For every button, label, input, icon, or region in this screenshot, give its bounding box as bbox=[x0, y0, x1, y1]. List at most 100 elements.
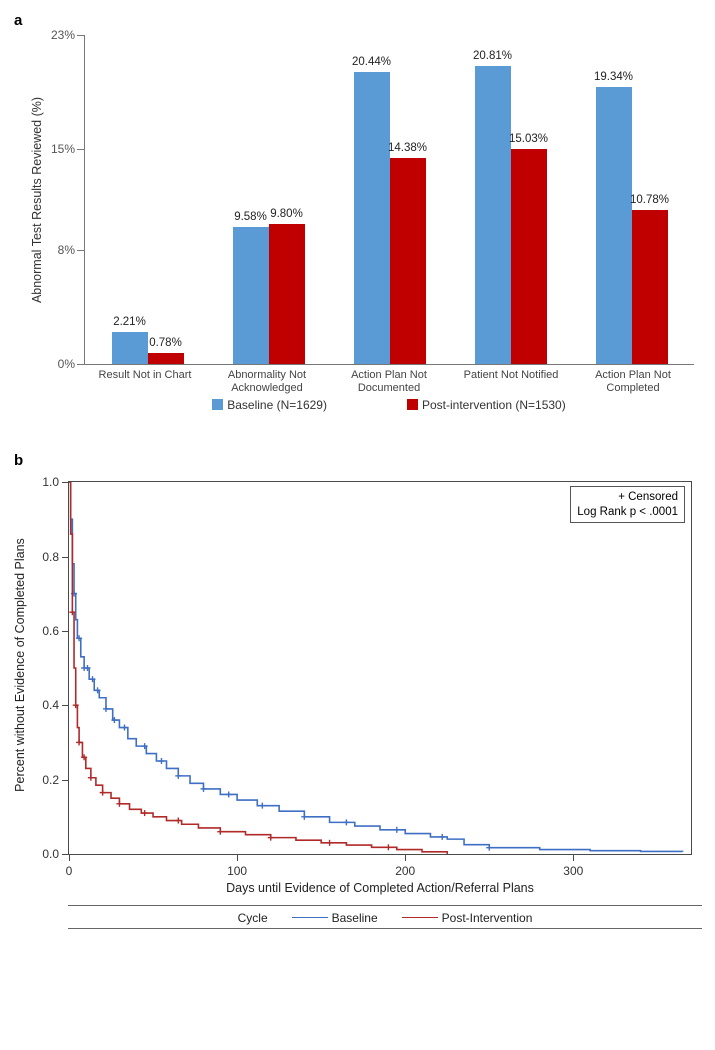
km-x-tick-label: 300 bbox=[563, 864, 583, 878]
bar-plot-area: Abnormal Test Results Reviewed (%) 2.21%… bbox=[84, 35, 694, 365]
km-y-tick-label: 0.0 bbox=[42, 847, 59, 861]
km-legend-item: Baseline bbox=[292, 911, 378, 925]
bar-x-label: Action Plan Not Documented bbox=[328, 365, 450, 394]
bar: 9.80% bbox=[269, 224, 305, 364]
bar-group: 20.44%14.38% bbox=[329, 72, 450, 364]
bar-chart: Abnormal Test Results Reviewed (%) 2.21%… bbox=[32, 35, 694, 412]
km-curve bbox=[69, 482, 683, 852]
km-x-tick-label: 100 bbox=[227, 864, 247, 878]
bar-value-label: 10.78% bbox=[630, 194, 669, 206]
km-y-tick-label: 1.0 bbox=[42, 475, 59, 489]
km-censor-mark bbox=[116, 801, 122, 807]
km-x-tick bbox=[69, 854, 70, 861]
km-censor-mark bbox=[486, 845, 492, 851]
bar-group: 19.34%10.78% bbox=[571, 87, 692, 364]
panel-a-label: a bbox=[14, 12, 705, 29]
bar-y-tick-label: 15% bbox=[51, 142, 75, 156]
bar-group: 2.21%0.78% bbox=[87, 332, 208, 364]
panel-b-label: b bbox=[14, 452, 705, 469]
km-censor-mark bbox=[158, 758, 164, 764]
km-y-axis-title: Percent without Evidence of Completed Pl… bbox=[13, 538, 27, 792]
bar: 19.34% bbox=[596, 87, 632, 364]
bar-value-label: 9.80% bbox=[270, 208, 303, 220]
km-censor-mark bbox=[343, 820, 349, 826]
km-censor-mark bbox=[142, 810, 148, 816]
km-y-tick bbox=[62, 631, 69, 632]
km-legend-item: Post-Intervention bbox=[402, 911, 533, 925]
bar-y-tick-label: 0% bbox=[58, 357, 75, 371]
km-censor-mark bbox=[327, 840, 333, 846]
legend-line-swatch bbox=[292, 917, 328, 918]
bar-x-label: Abnormality Not Acknowledged bbox=[206, 365, 328, 394]
km-censor-mark bbox=[121, 725, 127, 731]
legend-label: Post-intervention (N=1530) bbox=[422, 398, 566, 412]
km-y-tick bbox=[62, 780, 69, 781]
km-censor-mark bbox=[100, 790, 106, 796]
km-y-tick-label: 0.4 bbox=[42, 698, 59, 712]
bar: 20.81% bbox=[475, 66, 511, 364]
km-y-tick-label: 0.8 bbox=[42, 550, 59, 564]
km-x-tick-label: 0 bbox=[66, 864, 73, 878]
bar: 9.58% bbox=[233, 227, 269, 364]
bar-value-label: 20.81% bbox=[473, 50, 512, 62]
bar-group: 9.58%9.80% bbox=[208, 224, 329, 364]
bar-group: 20.81%15.03% bbox=[450, 66, 571, 364]
bar-value-label: 19.34% bbox=[594, 71, 633, 83]
bar-y-tick bbox=[77, 35, 85, 36]
km-censor-mark bbox=[268, 835, 274, 841]
km-censor-mark bbox=[175, 773, 181, 779]
legend-swatch bbox=[407, 399, 418, 410]
km-censor-mark bbox=[301, 814, 307, 820]
km-censor-mark bbox=[175, 818, 181, 824]
bar-value-label: 0.78% bbox=[149, 337, 182, 349]
bar-value-label: 2.21% bbox=[113, 316, 146, 328]
km-y-tick bbox=[62, 557, 69, 558]
km-censor-mark bbox=[103, 706, 109, 712]
km-y-tick-label: 0.2 bbox=[42, 773, 59, 787]
bar-y-axis-title: Abnormal Test Results Reviewed (%) bbox=[30, 96, 44, 302]
km-bottom-legend: Cycle Baseline Post-Intervention bbox=[68, 905, 702, 929]
bar-y-tick bbox=[77, 250, 85, 251]
bar-y-tick bbox=[77, 149, 85, 150]
km-x-axis-title: Days until Evidence of Completed Action/… bbox=[68, 881, 702, 895]
legend-label: Post-Intervention bbox=[442, 911, 533, 925]
km-censor-mark bbox=[259, 803, 265, 809]
bar: 0.78% bbox=[148, 353, 184, 364]
km-censor-mark bbox=[200, 786, 206, 792]
km-y-tick bbox=[62, 482, 69, 483]
panel-b: b Percent without Evidence of Completed … bbox=[10, 452, 705, 929]
bar-legend-item: Baseline (N=1629) bbox=[212, 398, 327, 412]
bar-y-tick-label: 23% bbox=[51, 28, 75, 42]
km-x-tick bbox=[405, 854, 406, 861]
bar-y-tick bbox=[77, 364, 85, 365]
bar-x-labels: Result Not in ChartAbnormality Not Ackno… bbox=[84, 365, 694, 394]
km-x-tick-label: 200 bbox=[395, 864, 415, 878]
bar-x-label: Patient Not Notified bbox=[450, 365, 572, 394]
km-chart: Percent without Evidence of Completed Pl… bbox=[12, 475, 702, 929]
bar: 20.44% bbox=[354, 72, 390, 364]
bar-x-label: Result Not in Chart bbox=[84, 365, 206, 394]
km-censor-mark bbox=[394, 827, 400, 833]
km-x-tick bbox=[237, 854, 238, 861]
legend-swatch bbox=[212, 399, 223, 410]
km-x-tick bbox=[573, 854, 574, 861]
km-censor-mark bbox=[226, 792, 232, 798]
bar: 10.78% bbox=[632, 210, 668, 364]
km-plot-outer: Percent without Evidence of Completed Pl… bbox=[68, 475, 702, 855]
legend-label: Baseline (N=1629) bbox=[227, 398, 327, 412]
km-y-tick bbox=[62, 705, 69, 706]
legend-label: Baseline bbox=[332, 911, 378, 925]
bar-value-label: 15.03% bbox=[509, 133, 548, 145]
km-censor-mark bbox=[439, 834, 445, 840]
bar-y-tick-label: 8% bbox=[58, 243, 75, 257]
km-censor-mark bbox=[76, 740, 82, 746]
bar-legend: Baseline (N=1629) Post-intervention (N=15… bbox=[84, 394, 694, 412]
bar-x-label: Action Plan Not Completed bbox=[572, 365, 694, 394]
bar-value-label: 9.58% bbox=[234, 211, 267, 223]
km-curve bbox=[69, 482, 447, 854]
km-y-tick bbox=[62, 854, 69, 855]
km-censor-mark bbox=[217, 829, 223, 835]
km-censor-mark bbox=[385, 845, 391, 851]
km-plot-area: + Censored Log Rank p < .0001 0.00.20.40… bbox=[68, 481, 692, 855]
km-legend-title: Cycle bbox=[238, 911, 268, 925]
